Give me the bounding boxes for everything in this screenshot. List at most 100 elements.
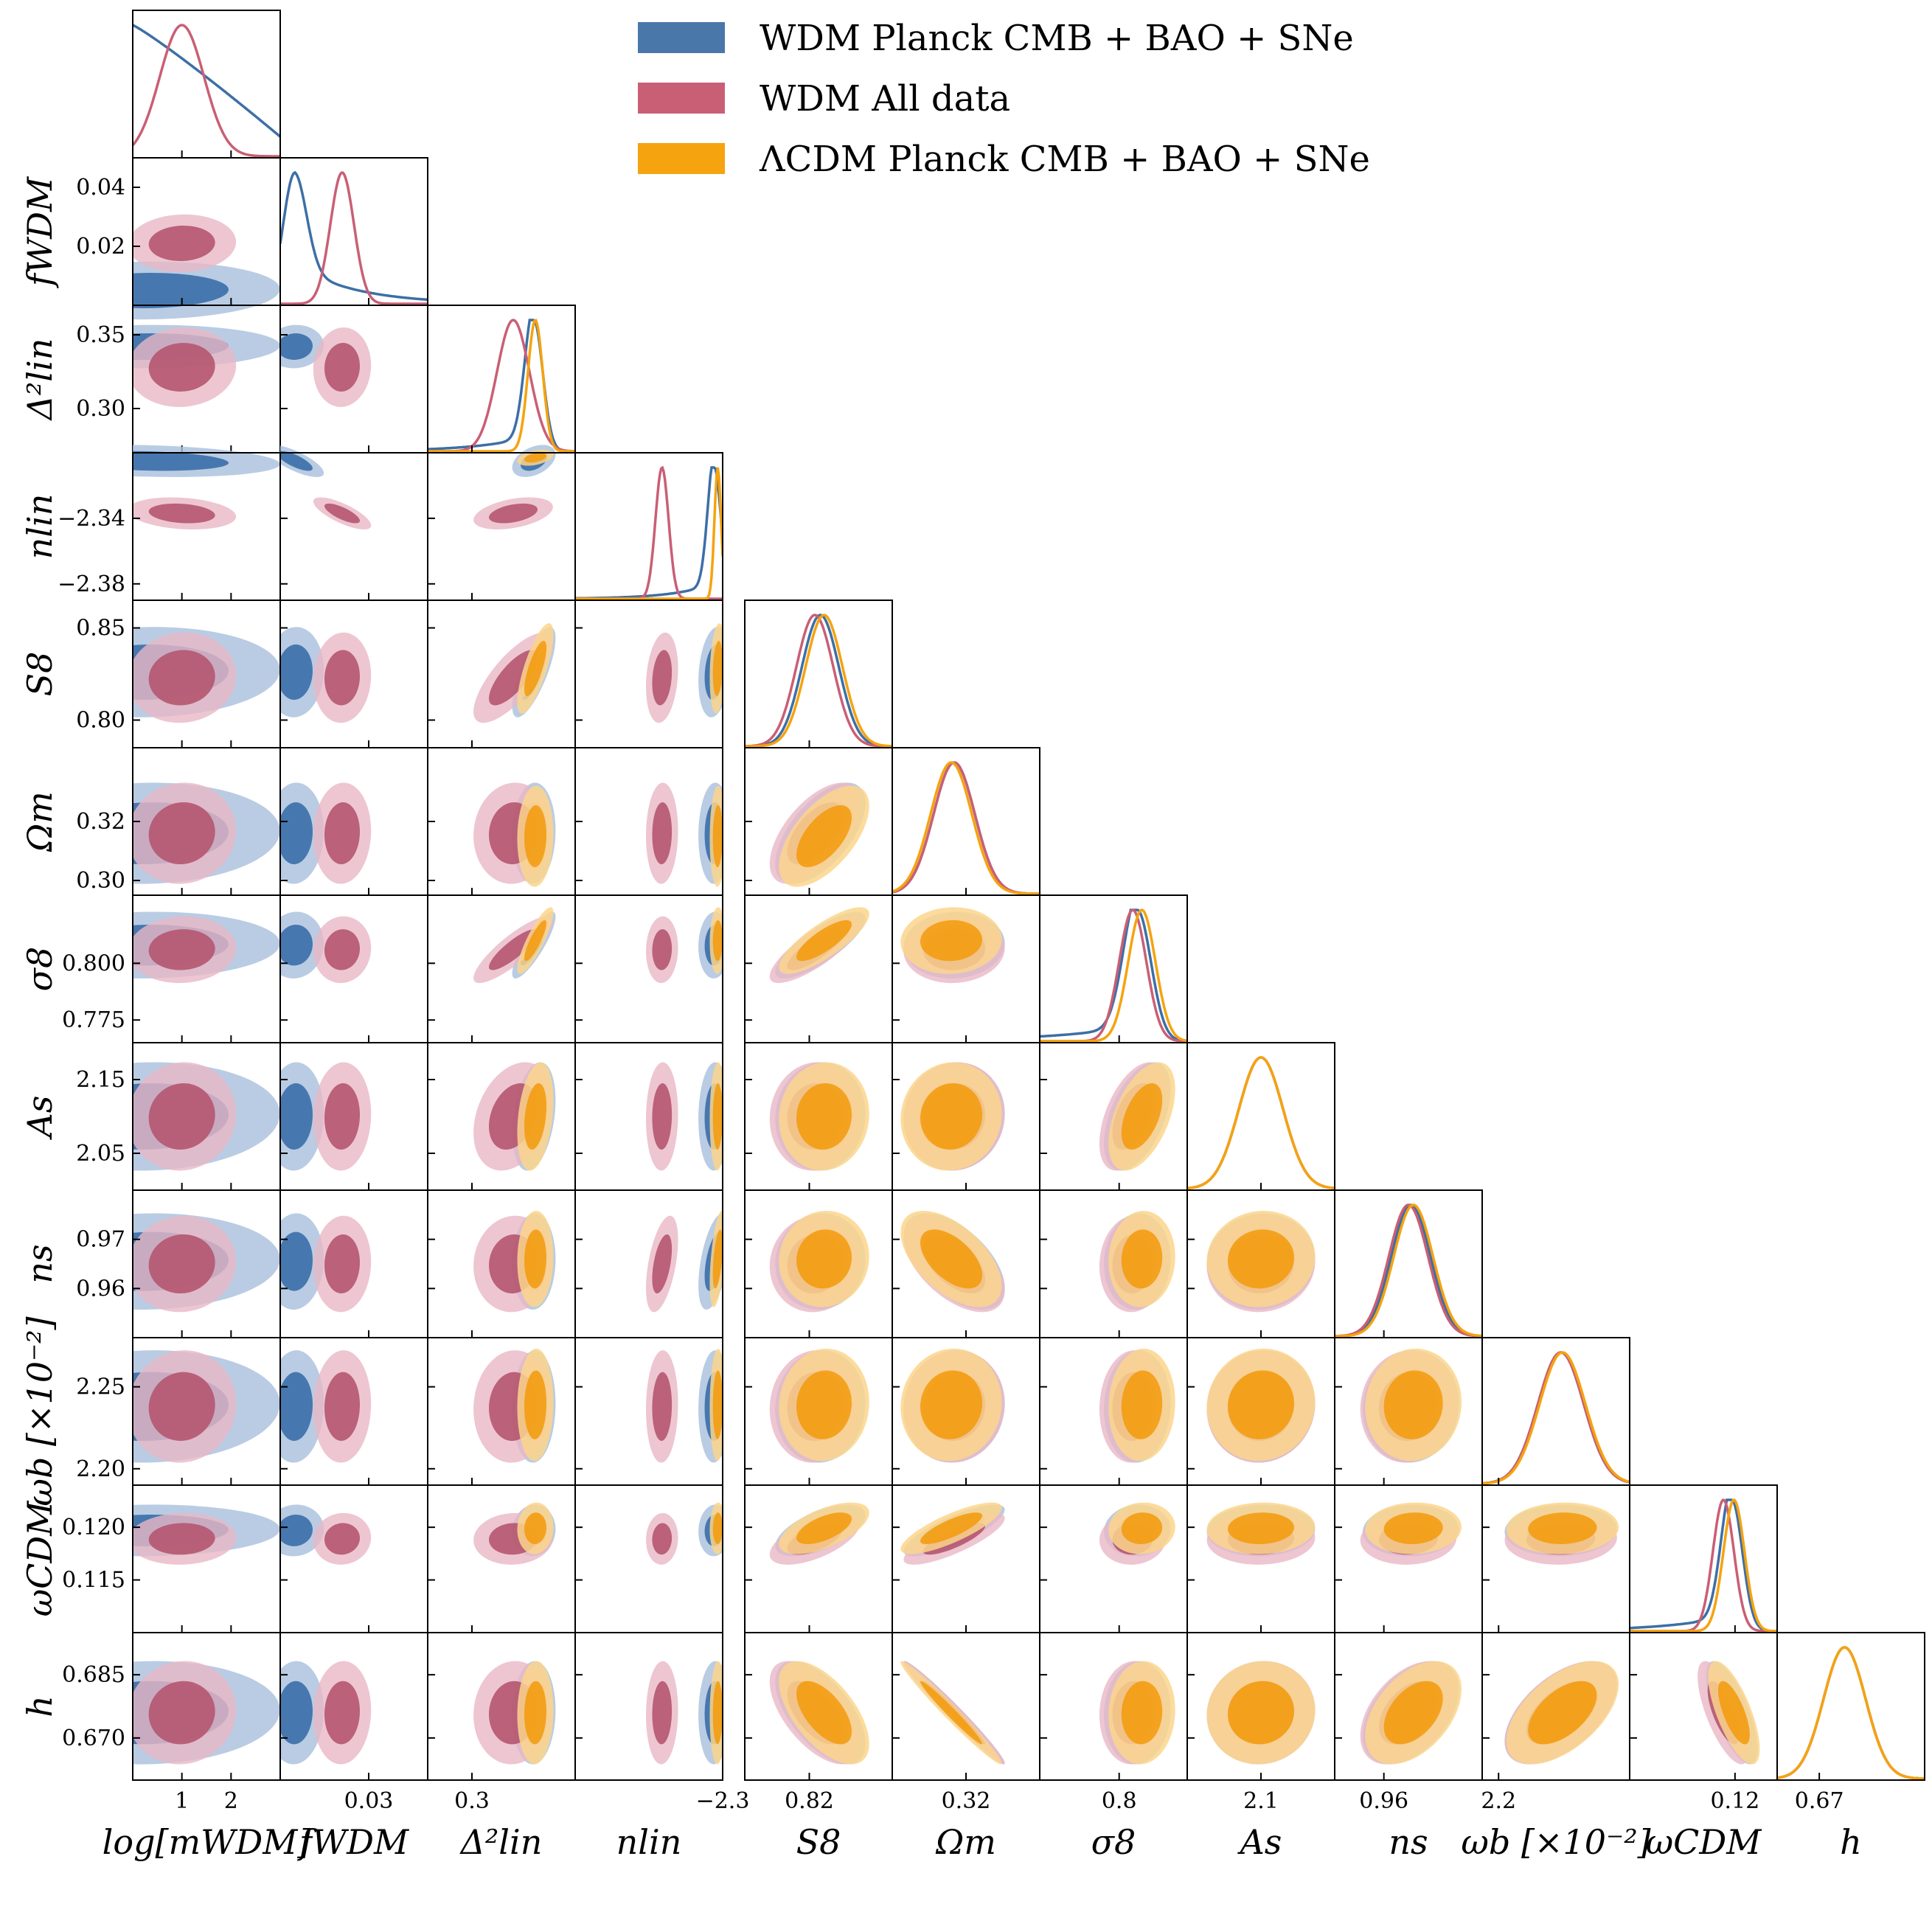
contour-68-blue <box>280 1083 313 1150</box>
contour-68-orange <box>712 920 723 962</box>
contour-68-orange <box>1717 1681 1750 1745</box>
contour-68-red <box>148 1523 215 1555</box>
y-axis-title-Delta2_lin: Δ²lin <box>20 338 60 422</box>
x-axis-title-omega_b: ωb [×10⁻²] <box>1461 1822 1650 1862</box>
marginal-orange-Delta2_lin <box>428 319 575 453</box>
marginal-red-n_s <box>1335 1203 1482 1338</box>
contour-68-orange <box>920 1370 983 1439</box>
contour-68-orange <box>920 1512 983 1545</box>
contour-68-orange <box>712 1681 723 1745</box>
panel-frame <box>1039 894 1188 1043</box>
x-axis-title-log[m_WDM]: log[mWDM] <box>102 1822 311 1862</box>
panel-frame <box>574 1484 723 1633</box>
marginal-orange-n_lin <box>575 467 723 600</box>
panel-Delta2_lin-h <box>473 1661 556 1765</box>
marginal-blue-sigma_8 <box>1040 908 1187 1043</box>
x-tick-label: 2.2 <box>1481 1788 1516 1814</box>
y-tick-label: 0.670 <box>62 1726 125 1751</box>
panel-sigma_8-omega_CDM <box>1099 1502 1175 1565</box>
y-tick-label: −2.38 <box>58 571 125 597</box>
marginal-orange-sigma_8 <box>1040 908 1187 1043</box>
marginal-blue-log[m_WDM] <box>133 24 280 138</box>
x-tick-label: 0.8 <box>1102 1788 1137 1814</box>
panel-n_lin-A_s <box>645 1062 723 1171</box>
contour-68-blue <box>280 924 313 966</box>
contour-68-orange <box>1227 1512 1294 1544</box>
panel-n_lin-n_lin <box>575 465 723 600</box>
panel-Delta2_lin-Omega_m <box>473 782 556 887</box>
contour-68-blue <box>280 451 313 471</box>
panel-log[m_WDM]-omega_b <box>133 1350 280 1463</box>
contour-68-blue <box>280 1372 313 1442</box>
contour-68-red <box>324 1523 361 1555</box>
contour-68-orange <box>796 1370 852 1439</box>
x-tick-label: 1 <box>175 1788 189 1814</box>
panel-Delta2_lin-omega_b <box>473 1348 556 1463</box>
panel-n_s-h <box>1360 1661 1462 1765</box>
contour-68-orange <box>524 640 546 696</box>
contour-68-blue <box>280 1681 313 1745</box>
panel-n_s-n_s <box>1335 1203 1482 1338</box>
y-axis-title-S_8: S8 <box>20 652 60 697</box>
panel-grid: 0.040.020.350.30−2.34−2.380.850.800.320.… <box>20 10 1925 1862</box>
contour-68-red <box>652 929 673 970</box>
contour-68-orange <box>1227 1229 1294 1289</box>
panel-sigma_8-sigma_8 <box>1040 908 1187 1043</box>
contour-68-red <box>652 1523 673 1555</box>
contour-68-orange <box>796 805 852 868</box>
contour-68-red <box>148 342 215 392</box>
x-axis-title-sigma_8: σ8 <box>1091 1822 1136 1862</box>
panel-omega_CDM-omega_CDM <box>1630 1498 1777 1633</box>
panel-Omega_m-omega_b <box>900 1348 1005 1463</box>
contour-68-red <box>324 1083 360 1150</box>
x-axis-title-S_8: S8 <box>796 1822 841 1862</box>
marginal-red-h <box>1777 1646 1925 1780</box>
y-axis-title-f_WDM: fWDM <box>20 176 60 288</box>
y-tick-label: 0.775 <box>62 1007 125 1033</box>
panel-log[m_WDM]-h <box>133 1661 280 1765</box>
marginal-orange-Omega_m <box>892 761 1040 895</box>
y-axis-title-Omega_m: Ωm <box>20 791 60 852</box>
x-axis-title-Delta2_lin: Δ²lin <box>459 1822 543 1862</box>
panel-Delta2_lin-A_s <box>473 1062 556 1171</box>
panel-A_s-n_s <box>1206 1211 1316 1313</box>
y-tick-label: 2.25 <box>76 1375 125 1400</box>
panel-log[m_WDM]-n_lin <box>133 445 280 530</box>
contour-68-red <box>324 1372 360 1442</box>
contour-68-red <box>148 802 215 865</box>
contour-68-red <box>148 225 215 261</box>
x-axis-title-h: h <box>1840 1822 1862 1862</box>
marginal-red-log[m_WDM] <box>133 24 280 158</box>
panel-sigma_8-omega_b <box>1099 1348 1175 1463</box>
y-tick-label: 0.685 <box>62 1662 125 1688</box>
panel-A_s-h <box>1206 1661 1316 1765</box>
panel-Delta2_lin-sigma_8 <box>473 907 556 984</box>
panel-frame <box>1186 1042 1335 1191</box>
contour-68-orange <box>524 1229 547 1289</box>
marginal-red-Omega_m <box>892 761 1040 895</box>
panel-S_8-Omega_m <box>769 782 869 887</box>
contour-68-orange <box>920 920 982 962</box>
contour-68-orange <box>524 805 546 868</box>
panel-n_lin-S_8 <box>646 623 723 723</box>
x-axis-title-omega_CDM: ωCDM <box>1646 1822 1763 1862</box>
contour-68-orange <box>524 1083 547 1150</box>
x-axis-title-Omega_m: Ωm <box>935 1822 996 1862</box>
y-tick-label: 0.02 <box>76 234 125 260</box>
panel-Omega_m-omega_CDM <box>900 1502 1005 1565</box>
contour-68-orange <box>796 1512 852 1545</box>
panel-S_8-A_s <box>769 1062 869 1171</box>
panel-n_lin-sigma_8 <box>646 907 723 984</box>
marginal-orange-n_s <box>1335 1203 1482 1338</box>
y-tick-label: 2.15 <box>76 1067 125 1093</box>
marginal-orange-A_s <box>1187 1056 1335 1190</box>
contour-68-orange <box>1121 1370 1163 1439</box>
y-tick-label: 0.30 <box>76 396 125 422</box>
panel-log[m_WDM]-n_s <box>133 1213 280 1313</box>
marginal-orange-h <box>1777 1646 1925 1780</box>
contour-68-blue <box>280 1514 313 1546</box>
y-tick-label: 0.120 <box>62 1515 125 1540</box>
contour-68-blue <box>133 451 229 471</box>
contour-68-red <box>148 1234 215 1294</box>
y-tick-label: 0.32 <box>76 809 125 835</box>
